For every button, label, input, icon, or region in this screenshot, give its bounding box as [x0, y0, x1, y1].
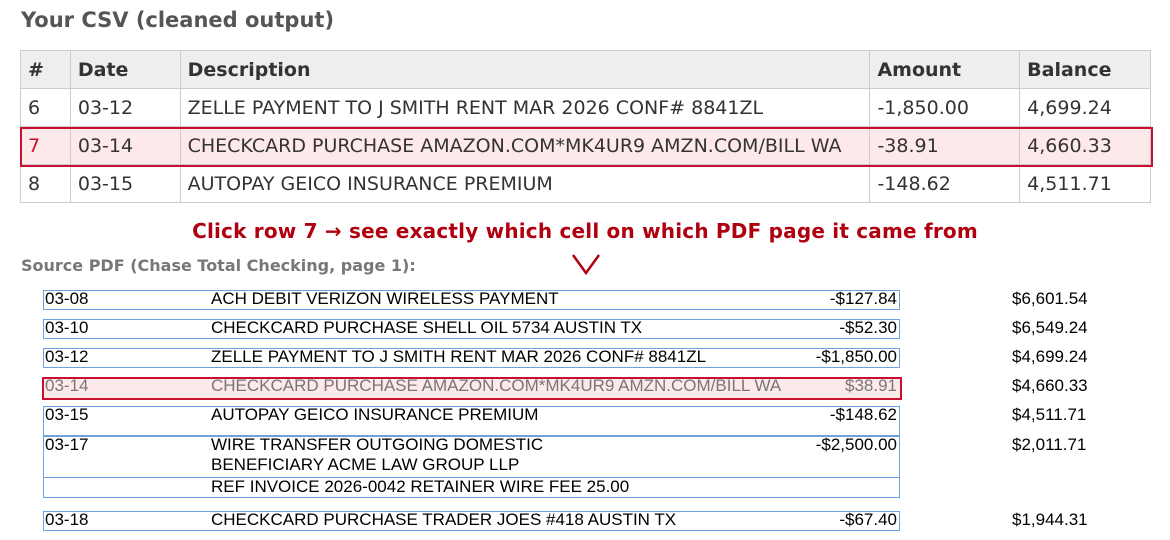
date-cell: 03-12 — [69, 88, 181, 127]
pdf-balance: $1,944.31 — [1012, 510, 1088, 529]
pdf-balance: $4,699.24 — [1012, 347, 1088, 366]
pdf-description: CHECKCARD PURCHASE TRADER JOES #418 AUST… — [211, 510, 677, 529]
pdf-description: AUTOPAY GEICO INSURANCE PREMIUM — [211, 405, 539, 424]
pdf-amount: -$67.40 — [839, 510, 897, 529]
date-cell: 03-15 — [69, 164, 181, 203]
pdf-balance: $6,601.54 — [1012, 289, 1088, 308]
callout-instruction: Click row 7 → see exactly which cell on … — [192, 219, 978, 243]
pdf-date: 03-12 — [45, 347, 89, 366]
amount-cell: -148.62 — [869, 164, 1021, 203]
description-cell: AUTOPAY GEICO INSURANCE PREMIUM — [179, 164, 871, 203]
page-title: Your CSV (cleaned output) — [21, 8, 335, 32]
pdf-date: 03-18 — [45, 510, 89, 529]
pdf-date: 03-15 — [45, 405, 89, 424]
pdf-date: 03-17 — [45, 435, 89, 454]
column-header-description[interactable]: Description — [179, 50, 871, 89]
date-cell: 03-14 — [69, 126, 181, 165]
csv-row-7-selected[interactable]: 7 03-14 CHECKCARD PURCHASE AMAZON.COM*MK… — [20, 126, 1151, 165]
balance-cell: 4,699.24 — [1019, 88, 1151, 127]
pdf-cell-box — [43, 477, 900, 498]
csv-header-row: # Date Description Amount Balance — [20, 50, 1151, 89]
column-header-date[interactable]: Date — [69, 50, 181, 89]
column-header-number[interactable]: # — [20, 50, 71, 89]
pdf-cell-box — [43, 348, 900, 368]
csv-row-6[interactable]: 6 03-12 ZELLE PAYMENT TO J SMITH RENT MA… — [20, 88, 1151, 127]
balance-cell: 4,660.33 — [1019, 126, 1151, 165]
amount-cell: -1,850.00 — [869, 88, 1021, 127]
description-cell: CHECKCARD PURCHASE AMAZON.COM*MK4UR9 AMZ… — [179, 126, 871, 165]
pdf-description: ACH DEBIT VERIZON WIRELESS PAYMENT — [211, 289, 559, 308]
pdf-amount: -$2,500.00 — [815, 435, 897, 454]
csv-row-8[interactable]: 8 03-15 AUTOPAY GEICO INSURANCE PREMIUM … — [20, 164, 1151, 203]
pdf-date: 03-14 — [45, 376, 89, 395]
pdf-balance: $6,549.24 — [1012, 318, 1088, 337]
source-pdf-label: Source PDF (Chase Total Checking, page 1… — [21, 256, 416, 275]
pdf-balance: $4,511.71 — [1012, 405, 1087, 424]
pdf-description: ZELLE PAYMENT TO J SMITH RENT MAR 2026 C… — [211, 347, 707, 366]
pdf-balance: $4,660.33 — [1012, 376, 1088, 395]
pdf-balance: $2,011.71 — [1012, 435, 1087, 454]
pdf-cell-box — [43, 406, 900, 436]
pdf-amount: -$127.84 — [829, 289, 897, 308]
chevron-down-icon — [571, 254, 601, 276]
pdf-description: CHECKCARD PURCHASE AMAZON.COM*MK4UR9 AMZ… — [211, 376, 782, 395]
pdf-description: CHECKCARD PURCHASE SHELL OIL 5734 AUSTIN… — [211, 318, 643, 337]
column-header-balance[interactable]: Balance — [1019, 50, 1151, 89]
pdf-cell-box — [43, 511, 900, 531]
pdf-description-line3: REF INVOICE 2026-0042 RETAINER WIRE FEE … — [211, 477, 630, 496]
balance-cell: 4,511.71 — [1019, 164, 1151, 203]
csv-table: # Date Description Amount Balance 6 03-1… — [20, 50, 1151, 203]
row-number-cell: 7 — [20, 126, 71, 165]
column-header-amount[interactable]: Amount — [869, 50, 1021, 89]
pdf-amount: $38.91 — [845, 376, 897, 395]
pdf-amount: -$52.30 — [839, 318, 897, 337]
description-cell: ZELLE PAYMENT TO J SMITH RENT MAR 2026 C… — [179, 88, 871, 127]
pdf-amount: -$1,850.00 — [815, 347, 897, 366]
pdf-description-line2: BENEFICIARY ACME LAW GROUP LLP — [211, 455, 520, 474]
pdf-amount: -$148.62 — [829, 405, 897, 424]
pdf-date: 03-08 — [45, 289, 89, 308]
pdf-cell-box — [43, 319, 900, 339]
amount-cell: -38.91 — [869, 126, 1021, 165]
pdf-cell-box — [43, 290, 900, 310]
pdf-description: WIRE TRANSFER OUTGOING DOMESTIC — [211, 435, 544, 454]
pdf-source-cell-highlight — [42, 377, 902, 400]
pdf-date: 03-10 — [45, 318, 89, 337]
row-number-cell: 8 — [20, 164, 71, 203]
row-number-cell: 6 — [20, 88, 71, 127]
